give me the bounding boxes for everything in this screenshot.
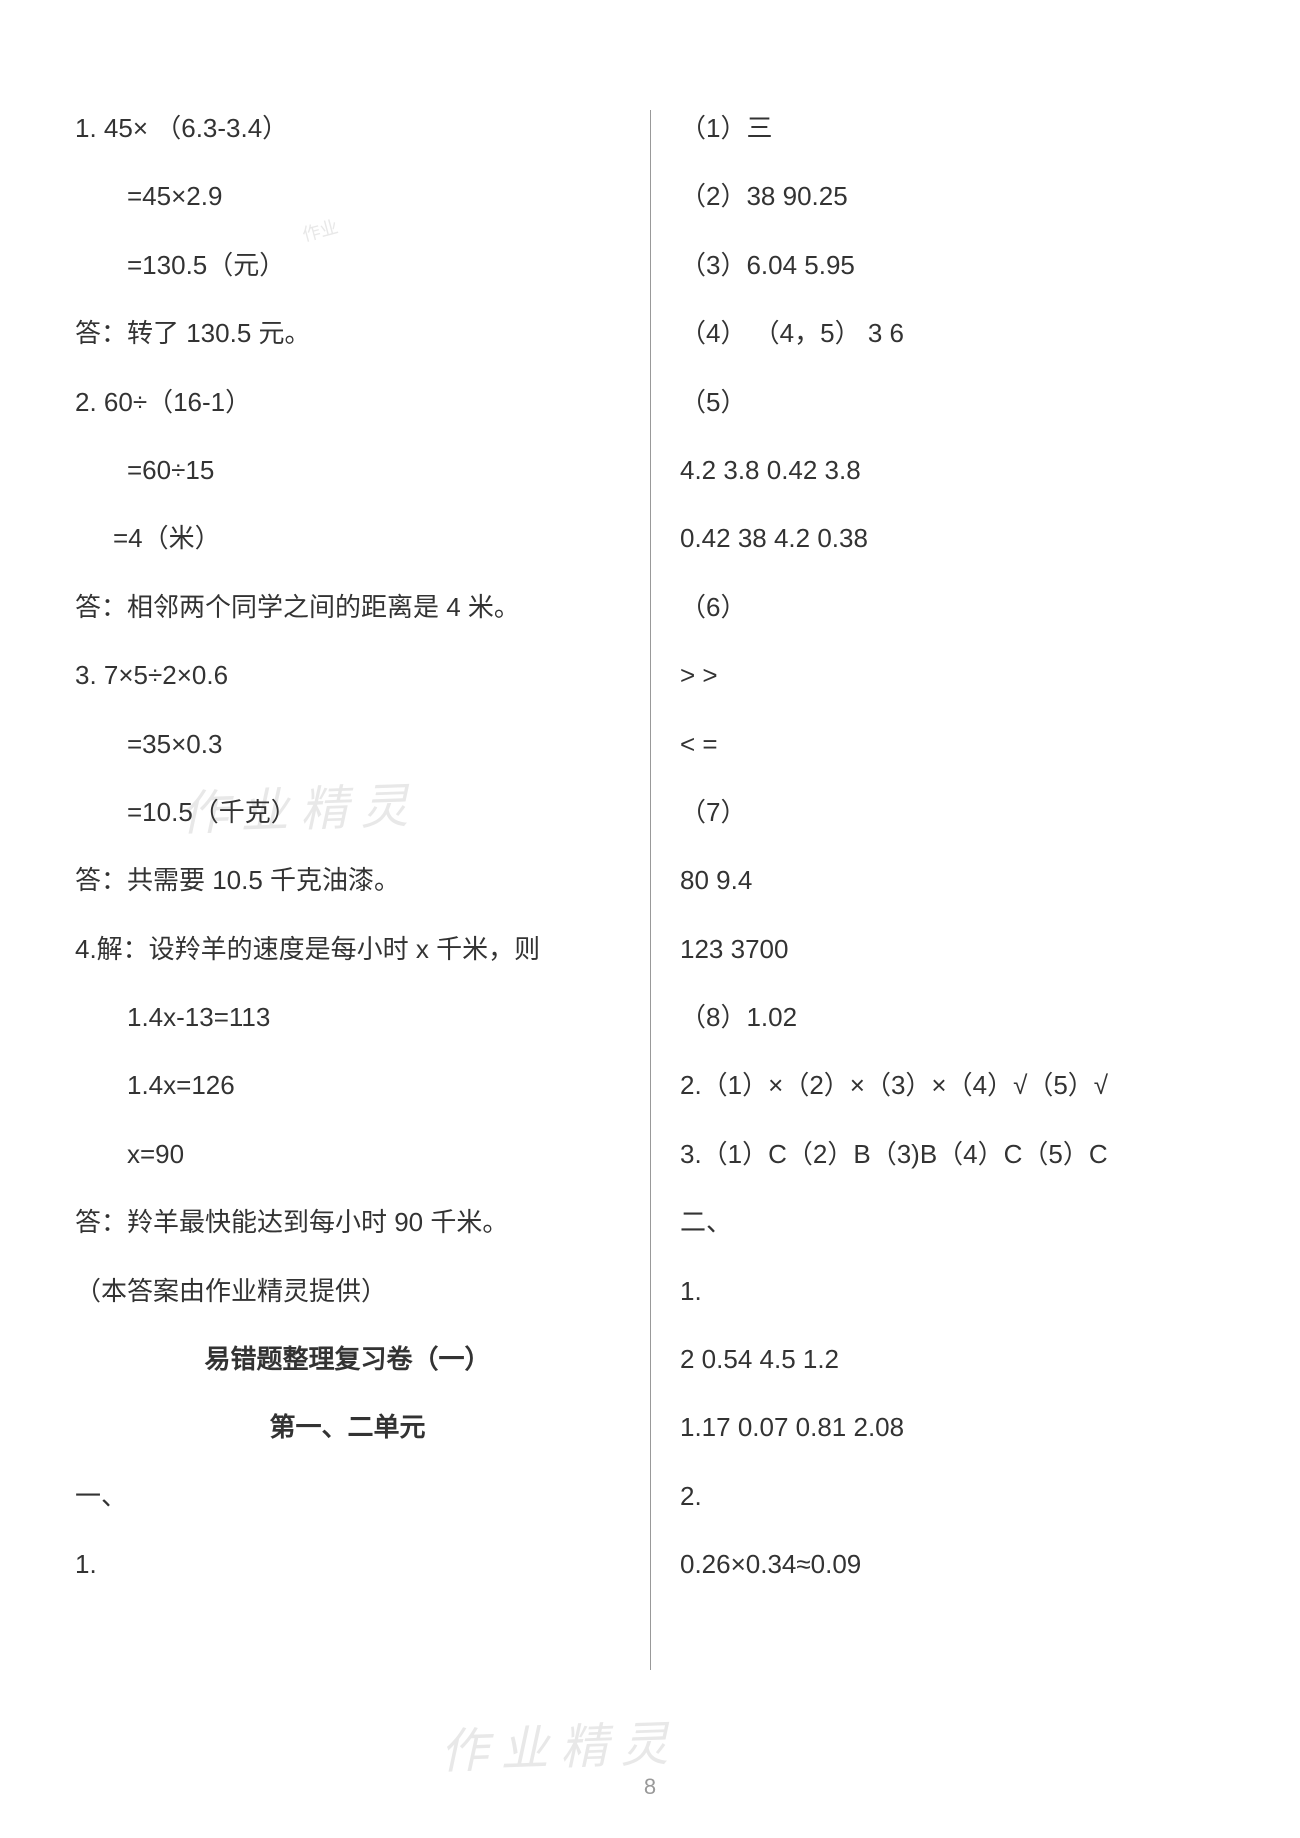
text-line: 一、 xyxy=(75,1478,620,1514)
text-line: 1.4x=126 xyxy=(75,1067,620,1103)
text-line: 2. 60÷（16-1） xyxy=(75,384,620,420)
text-line: 1.17 0.07 0.81 2.08 xyxy=(680,1409,1225,1445)
text-line: 答：共需要 10.5 千克油漆。 xyxy=(75,862,620,898)
text-line: 2. xyxy=(680,1478,1225,1514)
text-line: =60÷15 xyxy=(75,452,620,488)
text-line: （1）三 xyxy=(680,110,1225,146)
text-line: 3. 7×5÷2×0.6 xyxy=(75,657,620,693)
text-line: 4.2 3.8 0.42 3.8 xyxy=(680,452,1225,488)
text-line: =35×0.3 xyxy=(75,726,620,762)
text-line: =45×2.9 xyxy=(75,178,620,214)
text-line: （本答案由作业精灵提供） xyxy=(75,1273,620,1309)
text-line: 答：转了 130.5 元。 xyxy=(75,315,620,351)
text-line: > > xyxy=(680,657,1225,693)
text-line: 2 0.54 4.5 1.2 xyxy=(680,1341,1225,1377)
text-line: 123 3700 xyxy=(680,931,1225,967)
text-line: 1. 45× （6.3-3.4） xyxy=(75,110,620,146)
text-line: （2）38 90.25 xyxy=(680,178,1225,214)
right-column: （1）三 （2）38 90.25 （3）6.04 5.95 （4） （4，5） … xyxy=(650,110,1225,1670)
text-line: （3）6.04 5.95 xyxy=(680,247,1225,283)
text-line: （5） xyxy=(680,384,1225,420)
watermark: 作业精灵 xyxy=(439,1704,681,1782)
text-line: 1. xyxy=(680,1273,1225,1309)
text-line: 答：相邻两个同学之间的距离是 4 米。 xyxy=(75,589,620,625)
text-line: （4） （4，5） 3 6 xyxy=(680,315,1225,351)
text-line: =10.5（千克） xyxy=(75,794,620,830)
heading: 第一、二单元 xyxy=(75,1409,620,1445)
column-divider xyxy=(650,110,651,1670)
text-line: =4（米） xyxy=(75,520,620,556)
text-line: x=90 xyxy=(75,1136,620,1172)
text-line: 3.（1）C（2）B（3)B（4）C（5）C xyxy=(680,1136,1225,1172)
text-line: 4.解：设羚羊的速度是每小时 x 千米，则 xyxy=(75,931,620,967)
text-line: （7） xyxy=(680,794,1225,830)
content-columns: 1. 45× （6.3-3.4） =45×2.9 =130.5（元） 答：转了 … xyxy=(75,110,1225,1670)
text-line: < = xyxy=(680,726,1225,762)
text-line: （6） xyxy=(680,589,1225,625)
text-line: 二、 xyxy=(680,1204,1225,1240)
text-line: 0.26×0.34≈0.09 xyxy=(680,1546,1225,1582)
text-line: 80 9.4 xyxy=(680,862,1225,898)
text-line: 2.（1）×（2）×（3）×（4）√（5）√ xyxy=(680,1067,1225,1103)
text-line: （8）1.02 xyxy=(680,999,1225,1035)
page-number: 8 xyxy=(644,1774,656,1800)
text-line: 1.4x-13=113 xyxy=(75,999,620,1035)
text-line: 0.42 38 4.2 0.38 xyxy=(680,520,1225,556)
heading: 易错题整理复习卷（一） xyxy=(75,1341,620,1377)
text-line: 答：羚羊最快能达到每小时 90 千米。 xyxy=(75,1204,620,1240)
left-column: 1. 45× （6.3-3.4） =45×2.9 =130.5（元） 答：转了 … xyxy=(75,110,650,1670)
text-line: =130.5（元） xyxy=(75,247,620,283)
text-line: 1. xyxy=(75,1546,620,1582)
